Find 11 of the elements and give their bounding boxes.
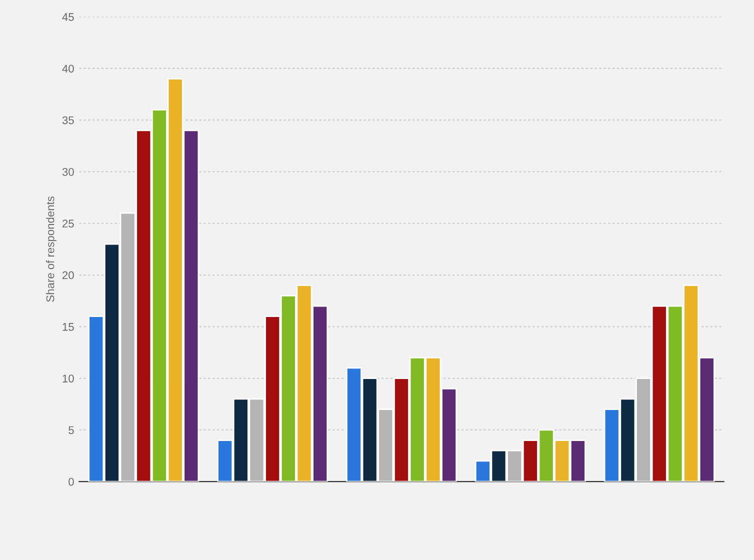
- y-tick-label: 25: [62, 220, 74, 228]
- y-tick-label: 5: [68, 426, 74, 434]
- y-tick-label: 15: [62, 323, 74, 331]
- y-tick-label: 35: [62, 116, 74, 124]
- y-tick-label: 30: [62, 168, 74, 176]
- y-tick-label: 45: [62, 13, 74, 21]
- y-tick-label: 20: [62, 271, 74, 280]
- y-tick-label: 10: [62, 374, 74, 382]
- y-axis-title: Share of respondents: [46, 196, 56, 302]
- y-tick-label: 40: [62, 64, 74, 73]
- y-tick-label: 0: [68, 478, 74, 486]
